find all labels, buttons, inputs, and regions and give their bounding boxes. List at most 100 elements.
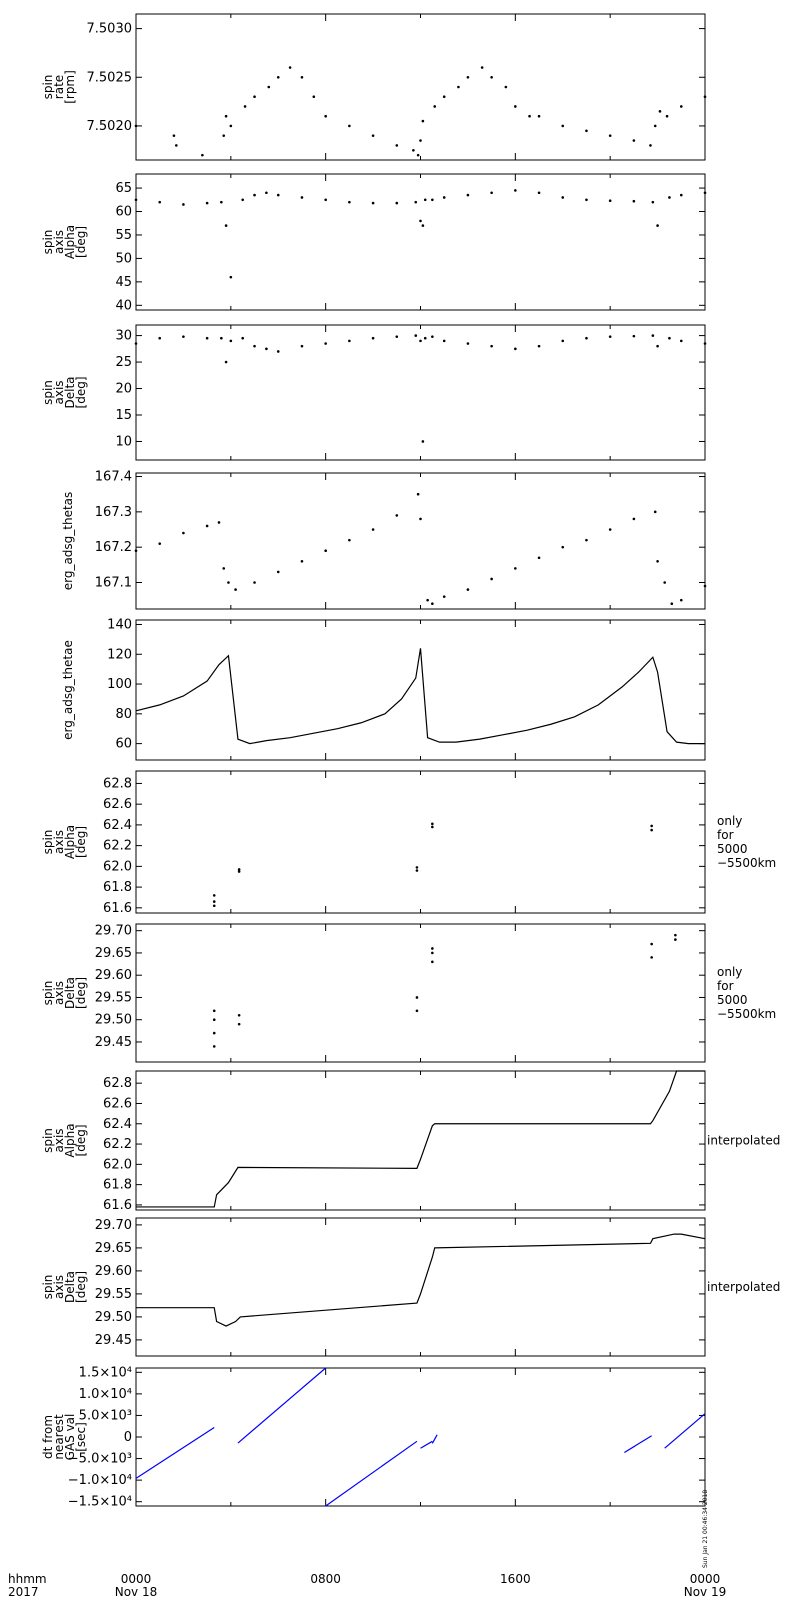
data-point — [395, 201, 399, 205]
data-point — [212, 900, 216, 903]
data-point — [649, 144, 652, 147]
y-tick-label: 1.5×10⁴ — [79, 1365, 132, 1380]
y-tick-label: 29.45 — [95, 1333, 132, 1348]
data-point — [561, 196, 565, 199]
data-point — [421, 224, 425, 227]
y-tick-label: 167.1 — [95, 576, 132, 591]
y-axis-label: [deg] — [74, 1271, 88, 1303]
y-axis-label: Alpha — [63, 825, 77, 859]
panel-frame — [135, 923, 706, 1063]
data-point — [348, 200, 351, 204]
data-point — [229, 275, 233, 279]
data-point — [421, 440, 425, 443]
x-tick-label: 0800 — [310, 1572, 341, 1586]
panel-frame — [135, 1217, 706, 1357]
data-point — [158, 200, 162, 204]
data-point — [490, 344, 493, 348]
data-point — [253, 193, 256, 197]
data-point — [416, 153, 420, 157]
data-point — [220, 200, 223, 204]
data-point — [632, 199, 636, 203]
y-tick-label: 61.8 — [103, 880, 132, 895]
data-point — [212, 904, 216, 908]
y-tick-label: 29.50 — [95, 1310, 132, 1325]
panel-frame — [135, 619, 706, 761]
data-point — [561, 124, 565, 128]
data-point — [237, 1022, 241, 1026]
y-axis-label: erg_adsg_thetae — [61, 640, 75, 740]
data-point — [241, 336, 244, 340]
series-line — [325, 1440, 418, 1507]
series-line — [431, 1434, 438, 1444]
data-point — [300, 196, 304, 199]
data-point — [237, 870, 241, 873]
side-annotation: for — [717, 828, 734, 842]
y-axis-label: axis — [52, 981, 66, 1005]
data-point — [158, 542, 162, 545]
side-annotation: interpolated — [707, 1280, 780, 1294]
y-tick-label: 29.60 — [95, 968, 132, 983]
y-tick-label: 29.70 — [95, 1218, 132, 1233]
y-axis-label: axis — [52, 1128, 66, 1152]
series-line — [420, 1440, 433, 1449]
panel-frame — [135, 472, 706, 610]
data-point — [134, 342, 138, 345]
y-tick-label: 5.0×10³ — [79, 1408, 132, 1423]
data-point — [703, 342, 707, 345]
data-point — [442, 196, 446, 199]
data-point — [229, 124, 233, 128]
y-tick-label: 29.55 — [95, 990, 132, 1005]
corner-label-hhmm: hhmm — [8, 1572, 47, 1586]
data-point — [653, 510, 657, 514]
data-point — [514, 189, 517, 192]
data-point — [237, 1013, 241, 1017]
y-tick-label: −5.0×10³ — [68, 1452, 132, 1467]
y-axis-label: [deg] — [74, 977, 88, 1009]
y-tick-label: 29.45 — [95, 1035, 132, 1050]
data-point — [276, 570, 280, 574]
y-tick-label: 80 — [115, 707, 132, 722]
y-tick-label: 7.5020 — [87, 119, 133, 134]
y-tick-label: 30 — [115, 329, 132, 344]
data-point — [431, 198, 434, 202]
data-point — [537, 191, 541, 195]
series-line — [136, 1233, 706, 1327]
data-point — [229, 339, 233, 343]
y-tick-label: 62.6 — [103, 1096, 132, 1111]
y-tick-label: 29.50 — [95, 1013, 132, 1028]
data-point — [466, 193, 470, 197]
data-point — [423, 336, 427, 340]
panel-6: 61.6 61.8 62.0 62.2 62.4 62.6 62.8 spinaxisAlph… — [41, 770, 776, 916]
data-point — [243, 105, 247, 108]
y-tick-label: −1.0×10⁴ — [68, 1473, 132, 1488]
data-point — [265, 347, 268, 351]
data-point — [608, 335, 612, 338]
data-point — [175, 144, 178, 147]
data-point — [253, 344, 256, 348]
data-point — [442, 339, 446, 343]
data-point — [324, 549, 327, 553]
y-axis-label: dt from — [41, 1415, 55, 1459]
y-tick-label: 60 — [115, 205, 132, 220]
data-point — [212, 894, 216, 897]
data-point — [395, 514, 399, 517]
data-point — [182, 203, 185, 206]
data-point — [212, 1018, 216, 1022]
data-point — [276, 75, 280, 79]
data-point — [182, 531, 185, 535]
y-tick-label: 167.4 — [95, 470, 132, 485]
x-tick-label: 0000 — [121, 1572, 152, 1586]
side-annotation: 5000 — [717, 993, 748, 1007]
data-point — [431, 825, 434, 829]
data-point — [466, 75, 470, 79]
y-tick-label: 120 — [107, 647, 132, 662]
y-tick-label: 62.8 — [103, 1076, 132, 1091]
data-point — [537, 556, 541, 560]
data-point — [703, 584, 707, 588]
y-tick-label: 29.65 — [95, 946, 132, 961]
data-point — [585, 336, 588, 340]
data-point — [466, 588, 470, 591]
